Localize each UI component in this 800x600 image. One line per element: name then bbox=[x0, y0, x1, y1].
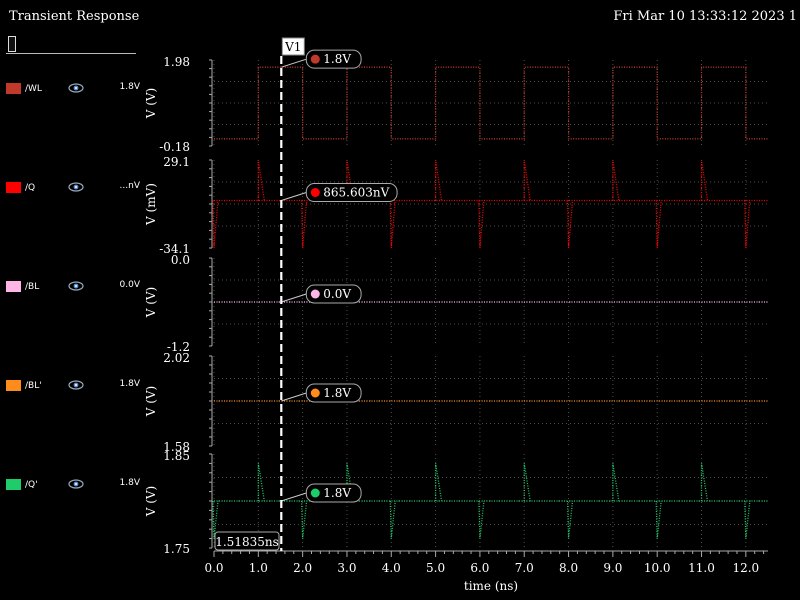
eye-icon[interactable] bbox=[68, 280, 84, 295]
window-title: Transient Response bbox=[9, 9, 140, 24]
y-tick-label: 0.0 bbox=[171, 253, 190, 267]
x-tick-label: 3.0 bbox=[337, 561, 356, 575]
x-tick-label: 6.0 bbox=[470, 561, 489, 575]
x-tick-label: 7.0 bbox=[515, 561, 534, 575]
datestamp: Fri Mar 10 13:33:12 2023 1 bbox=[613, 9, 797, 24]
marker-leader bbox=[281, 293, 307, 303]
marker-value-label: 1.8V bbox=[323, 486, 351, 500]
y-tick-label: -1.2 bbox=[167, 340, 190, 354]
marker-dot bbox=[310, 388, 320, 398]
x-axis-label: time (ns) bbox=[464, 579, 518, 593]
cursor-name-box bbox=[281, 37, 305, 56]
y-axis-label: V (V) bbox=[144, 386, 158, 418]
marker-leader bbox=[281, 492, 307, 502]
legend-item[interactable]: /BL 0.0V bbox=[6, 280, 146, 294]
legend-value: ...nV bbox=[119, 181, 140, 191]
y-tick-label: 29.1 bbox=[163, 155, 190, 169]
x-tick-label: 12.0 bbox=[732, 561, 759, 575]
y-tick-label: 1.58 bbox=[163, 440, 190, 454]
eye-icon[interactable] bbox=[68, 82, 84, 97]
eye-icon[interactable] bbox=[68, 379, 84, 394]
legend-value: 1.8V bbox=[119, 82, 140, 92]
eye-icon[interactable] bbox=[68, 181, 84, 196]
color-swatch bbox=[6, 83, 21, 94]
marker-value-label: 1.8V bbox=[323, 52, 351, 66]
y-tick-label: 1.75 bbox=[163, 542, 190, 556]
legend-signal-name: /WL bbox=[25, 84, 42, 94]
legend-signal-name: /BL' bbox=[25, 381, 42, 391]
marker-label-box bbox=[305, 183, 398, 203]
cursor-time-box bbox=[214, 531, 280, 551]
marker-dot bbox=[310, 488, 320, 498]
marker-leader bbox=[281, 192, 307, 201]
legend-item[interactable]: /WL 1.8V bbox=[6, 82, 146, 96]
marker-label-box bbox=[305, 49, 362, 69]
x-tick-label: 11.0 bbox=[688, 561, 715, 575]
cursor-time-label: 1.51835ns bbox=[215, 535, 279, 549]
marker-leader bbox=[281, 58, 307, 68]
y-axis-label: V (V) bbox=[144, 88, 158, 120]
legend-value: 1.8V bbox=[119, 379, 140, 389]
y-axis-label: V (V) bbox=[144, 287, 158, 319]
waveform-trace bbox=[212, 159, 768, 249]
x-tick-label: 8.0 bbox=[559, 561, 578, 575]
waveform-trace bbox=[212, 463, 768, 539]
marker-dot bbox=[310, 188, 320, 198]
eye-icon[interactable] bbox=[68, 478, 84, 493]
y-axis-label: V (V) bbox=[144, 486, 158, 518]
marker-value-label: 0.0V bbox=[323, 287, 351, 301]
y-tick-label: 1.85 bbox=[163, 449, 190, 463]
marker-leader bbox=[281, 392, 307, 402]
y-tick-label: 2.02 bbox=[163, 351, 190, 365]
x-tick-label: 9.0 bbox=[603, 561, 622, 575]
legend-signal-name: /Q bbox=[25, 183, 36, 193]
y-tick-label: -0.18 bbox=[159, 140, 190, 154]
marker-label-box bbox=[305, 483, 362, 503]
y-tick-label: 1.98 bbox=[163, 55, 190, 69]
y-axis-label: V (mV) bbox=[144, 183, 158, 226]
x-tick-label: 2.0 bbox=[293, 561, 312, 575]
marker-value-label: 865.603nV bbox=[323, 186, 389, 200]
x-tick-label: 5.0 bbox=[426, 561, 445, 575]
x-tick-label: 10.0 bbox=[644, 561, 671, 575]
legend-signal-name: /Q' bbox=[25, 480, 38, 490]
legend-item[interactable]: /Q ...nV bbox=[6, 181, 146, 195]
y-tick-label: -34.1 bbox=[159, 242, 190, 256]
legend-value: 0.0V bbox=[119, 280, 140, 290]
color-swatch bbox=[6, 380, 21, 391]
marker-dot bbox=[310, 54, 320, 64]
marker-dot bbox=[310, 289, 320, 299]
waveform-trace bbox=[214, 66, 768, 140]
color-swatch bbox=[6, 182, 21, 193]
marker-label-box bbox=[305, 383, 362, 403]
text-caret bbox=[8, 36, 16, 52]
legend-item[interactable]: /BL' 1.8V bbox=[6, 379, 146, 393]
color-swatch bbox=[6, 479, 21, 490]
x-tick-label: 0.0 bbox=[204, 561, 223, 575]
color-swatch bbox=[6, 281, 21, 292]
legend-signal-name: /BL bbox=[25, 282, 40, 292]
legend-item[interactable]: /Q' 1.8V bbox=[6, 478, 146, 492]
x-tick-label: 4.0 bbox=[382, 561, 401, 575]
cursor-name-label: V1 bbox=[284, 40, 301, 54]
marker-label-box bbox=[305, 284, 362, 304]
legend-value: 1.8V bbox=[119, 478, 140, 488]
signal-search-input[interactable] bbox=[6, 33, 136, 54]
x-tick-label: 1.0 bbox=[249, 561, 268, 575]
marker-value-label: 1.8V bbox=[323, 386, 351, 400]
